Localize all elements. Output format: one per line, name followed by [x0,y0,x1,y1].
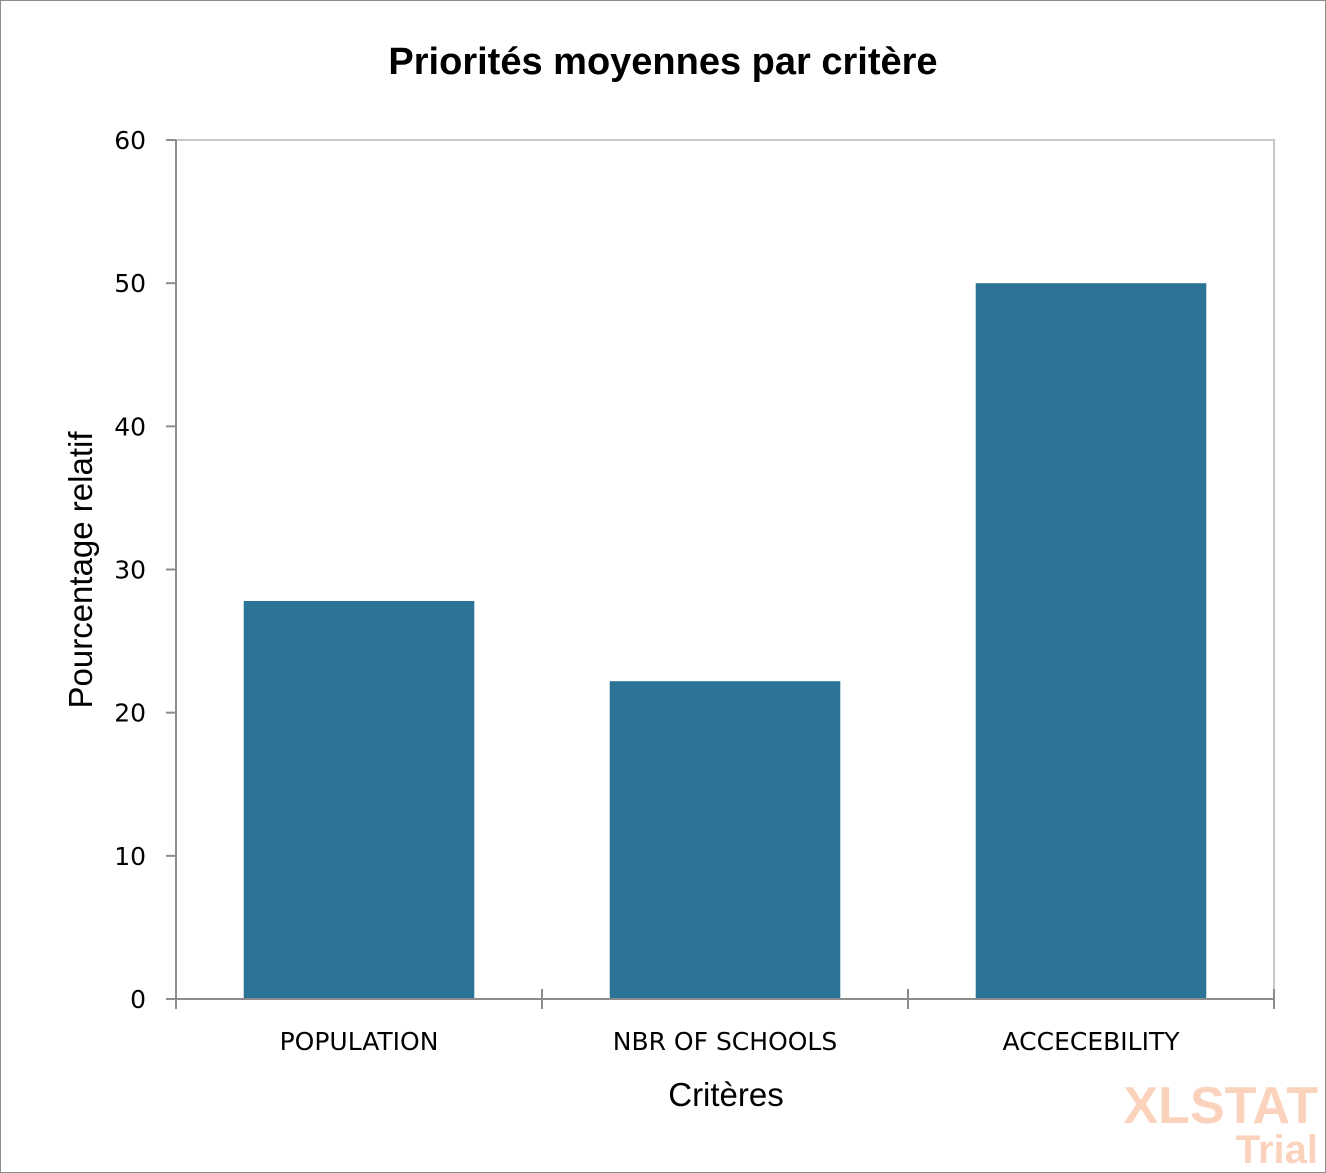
y-tick-label: 10 [114,842,146,871]
x-axis-title: Critères [668,1076,784,1113]
y-tick-label: 60 [114,126,146,155]
bar-accecebility [975,283,1207,999]
chart-title: Priorités moyennes par critère [388,41,937,83]
x-tick-label: POPULATION [280,1027,439,1056]
y-axis: 0 10 20 30 40 50 60 [114,126,177,1014]
x-axis: POPULATION NBR OF SCHOOLS ACCECEBILITY [175,989,1275,1056]
bar-population [243,601,475,999]
watermark-brand: XLSTAT [1124,1077,1319,1135]
y-tick-label: 40 [114,412,146,441]
bar-nbr-of-schools [609,681,841,999]
y-tick-label: 30 [114,556,146,585]
x-tick-label: ACCECEBILITY [1003,1027,1181,1056]
y-axis-title: Pourcentage relatif [62,431,99,709]
bars-group [243,283,1207,999]
watermark-edition: Trial [1236,1128,1318,1172]
y-tick-label: 50 [114,269,146,298]
y-tick-label: 0 [130,985,146,1014]
x-tick-label: NBR OF SCHOOLS [613,1027,837,1056]
y-tick-label: 20 [114,699,146,728]
